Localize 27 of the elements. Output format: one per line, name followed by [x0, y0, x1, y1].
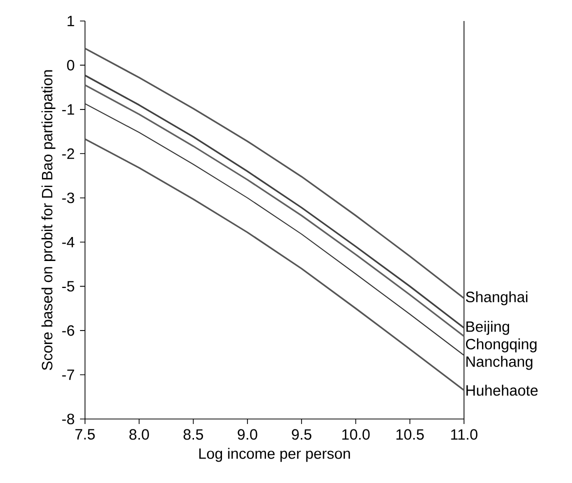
- line-series: [84, 48, 465, 300]
- x-tick-label: 8.5: [184, 429, 204, 440]
- y-axis-title: Score based on probit for Di Bao participation: [41, 70, 56, 370]
- x-axis-title: Log income per person: [199, 448, 350, 462]
- y-tick-label: -6: [62, 325, 74, 336]
- x-tick-label: 8.0: [129, 429, 149, 440]
- x-tick-label: 9.5: [292, 429, 312, 440]
- y-tick-label: -8: [62, 414, 74, 424]
- y-tick-label: -2: [62, 148, 74, 159]
- line-series: [84, 138, 465, 392]
- y-tick-label: -7: [62, 370, 74, 380]
- series-label: Nanchang: [466, 356, 532, 370]
- x-tick-label: 9.0: [238, 429, 258, 440]
- x-tick-label: 7.5: [75, 429, 95, 440]
- series-label: Beijing: [466, 320, 510, 335]
- y-tick-label: -5: [62, 281, 74, 292]
- y-tick-label: -1: [62, 104, 74, 115]
- x-tick-label: 11.0: [451, 429, 478, 440]
- series-label: Huhehaote: [466, 384, 538, 396]
- y-tick-label: 1: [68, 16, 74, 26]
- y-tick-label: -4: [62, 236, 74, 248]
- x-tick-label: 10.0: [342, 429, 370, 440]
- y-tick-label: 0: [67, 60, 74, 70]
- x-tick-label: 10.5: [396, 429, 424, 440]
- series-label: Shanghai: [466, 291, 528, 306]
- y-tick-label: -3: [62, 192, 74, 204]
- series-label: Chongqing: [466, 338, 537, 352]
